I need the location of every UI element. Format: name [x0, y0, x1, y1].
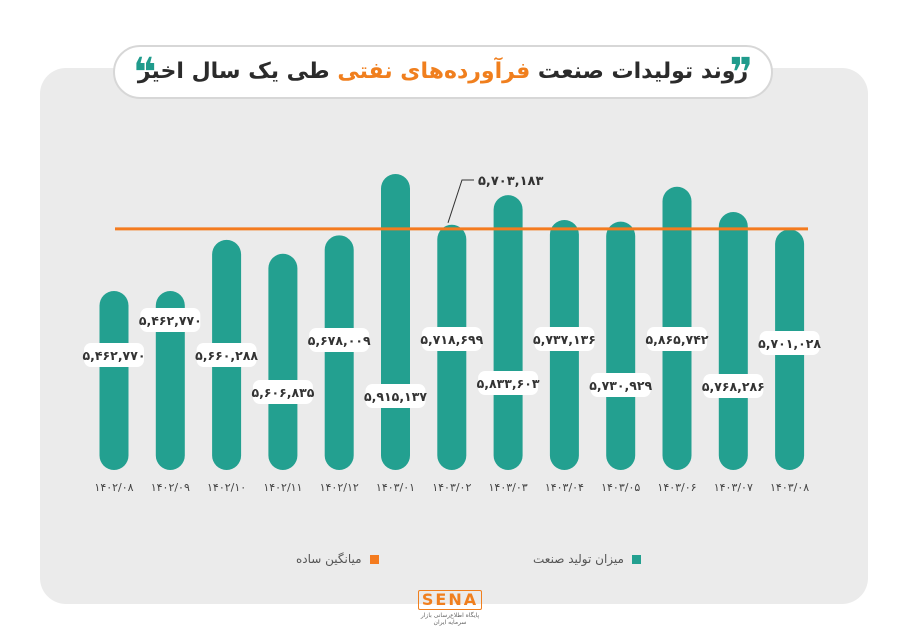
- title-part-2: طی یک سال اخیر: [137, 59, 330, 84]
- value-label-text: ۵,۶۶۰,۲۸۸: [195, 348, 258, 363]
- value-label-bg: [534, 327, 595, 351]
- value-label-1: ۵,۴۶۲,۷۷۰: [83, 343, 146, 367]
- value-label-bg: [647, 327, 707, 351]
- page-title: روند تولیدات صنعت فرآورده‌های نفتی طی یک…: [115, 59, 771, 84]
- legend-swatch-average: [369, 554, 379, 564]
- category-label-13: ۱۴۰۳/۰۸: [770, 481, 809, 494]
- value-label-2: ۵,۴۶۲,۷۷۰: [139, 308, 202, 332]
- category-label-7: ۱۴۰۳/۰۲: [432, 481, 471, 494]
- value-label-bg: [759, 331, 820, 355]
- value-label-3: ۵,۶۶۰,۲۸۸: [195, 343, 258, 367]
- category-label-4: ۱۴۰۲/۱۱: [263, 481, 302, 494]
- bar-5: [324, 235, 354, 470]
- value-label-text: ۵,۷۶۸,۲۸۶: [702, 379, 765, 394]
- bar-4: [268, 253, 298, 470]
- value-label-11: ۵,۸۶۵,۷۴۲: [646, 327, 709, 351]
- quote-open-icon: ❝: [133, 50, 157, 96]
- value-label-text: ۵,۴۶۲,۷۷۰: [83, 348, 146, 363]
- value-label-text: ۵,۸۶۵,۷۴۲: [646, 332, 709, 347]
- value-label-bg: [309, 328, 370, 352]
- category-label-1: ۱۴۰۲/۰۸: [94, 481, 133, 494]
- average-callout-leader: [447, 179, 474, 223]
- logo-subtitle: پایگاه اطلاع‌رسانی بازار سرمایه ایران: [420, 612, 480, 626]
- value-label-bg: [196, 343, 257, 367]
- value-label-text: ۵,۷۱۸,۶۹۹: [420, 332, 483, 347]
- legend-label-production: میزان تولید صنعت: [533, 552, 624, 566]
- value-label-6: ۵,۹۱۵,۱۳۷: [364, 384, 427, 408]
- value-label-bg: [590, 373, 651, 397]
- value-label-bg: [478, 371, 539, 395]
- legend-label-average: میانگین ساده: [296, 552, 362, 566]
- value-label-bg: [140, 308, 201, 332]
- value-label-text: ۵,۴۶۲,۷۷۰: [139, 313, 202, 328]
- sena-logo: SENA پایگاه اطلاع‌رسانی بازار سرمایه ایر…: [414, 590, 486, 626]
- logo-brand: SENA: [417, 590, 483, 610]
- bar-10: [606, 221, 636, 470]
- category-label-10: ۱۴۰۳/۰۵: [601, 481, 640, 494]
- category-label-3: ۱۴۰۲/۱۰: [207, 481, 246, 494]
- value-label-10: ۵,۷۳۰,۹۲۹: [589, 373, 653, 397]
- value-label-text: ۵,۹۱۵,۱۳۷: [364, 389, 427, 404]
- value-label-13: ۵,۷۰۱,۰۲۸: [758, 331, 821, 355]
- value-label-12: ۵,۷۶۸,۲۸۶: [702, 374, 765, 398]
- value-label-7: ۵,۷۱۸,۶۹۹: [420, 327, 484, 351]
- value-label-text: ۵,۸۳۳,۶۰۳: [477, 376, 540, 391]
- value-label-bg: [365, 384, 426, 408]
- legend-swatch-production: [631, 554, 641, 564]
- value-label-text: ۵,۷۳۰,۹۲۹: [589, 378, 652, 393]
- bar-6: [381, 174, 410, 470]
- bar-8: [493, 195, 523, 470]
- title-pill: ❝ روند تولیدات صنعت فرآورده‌های نفتی طی …: [113, 45, 773, 99]
- value-label-bg: [84, 343, 144, 367]
- value-label-text: ۵,۶۷۸,۰۰۹: [308, 333, 371, 348]
- value-label-text: ۵,۶۰۶,۸۳۵: [251, 385, 314, 400]
- category-label-12: ۱۴۰۳/۰۷: [714, 481, 753, 494]
- value-label-bg: [252, 380, 313, 404]
- average-callout-label: ۵,۷۰۳,۱۸۳: [478, 174, 543, 189]
- category-label-5: ۱۴۰۲/۱۲: [320, 481, 359, 494]
- title-highlight: فرآورده‌های نفتی: [337, 59, 531, 84]
- value-label-bg: [421, 327, 482, 351]
- legend-item-average: میانگین ساده: [296, 552, 379, 566]
- value-label-9: ۵,۷۳۷,۱۳۶: [533, 327, 596, 351]
- category-label-2: ۱۴۰۲/۰۹: [151, 481, 190, 494]
- value-label-4: ۵,۶۰۶,۸۳۵: [251, 380, 315, 404]
- category-label-11: ۱۴۰۳/۰۶: [657, 481, 696, 494]
- title-part-1: روند تولیدات صنعت: [537, 59, 749, 84]
- legend-item-production: میزان تولید صنعت: [533, 552, 641, 566]
- category-label-9: ۱۴۰۳/۰۴: [545, 481, 584, 494]
- value-label-bg: [703, 374, 764, 398]
- value-label-text: ۵,۷۰۱,۰۲۸: [758, 336, 821, 351]
- bar-1: [99, 291, 129, 470]
- value-label-text: ۵,۷۳۷,۱۳۶: [533, 332, 596, 347]
- category-label-8: ۱۴۰۳/۰۳: [489, 481, 528, 494]
- bar-2: [155, 291, 185, 470]
- bar-12: [718, 211, 748, 470]
- value-label-8: ۵,۸۳۳,۶۰۳: [477, 371, 540, 395]
- value-label-5: ۵,۶۷۸,۰۰۹: [308, 328, 371, 352]
- category-label-6: ۱۴۰۳/۰۱: [376, 481, 415, 494]
- quote-close-icon: ❞: [729, 50, 753, 96]
